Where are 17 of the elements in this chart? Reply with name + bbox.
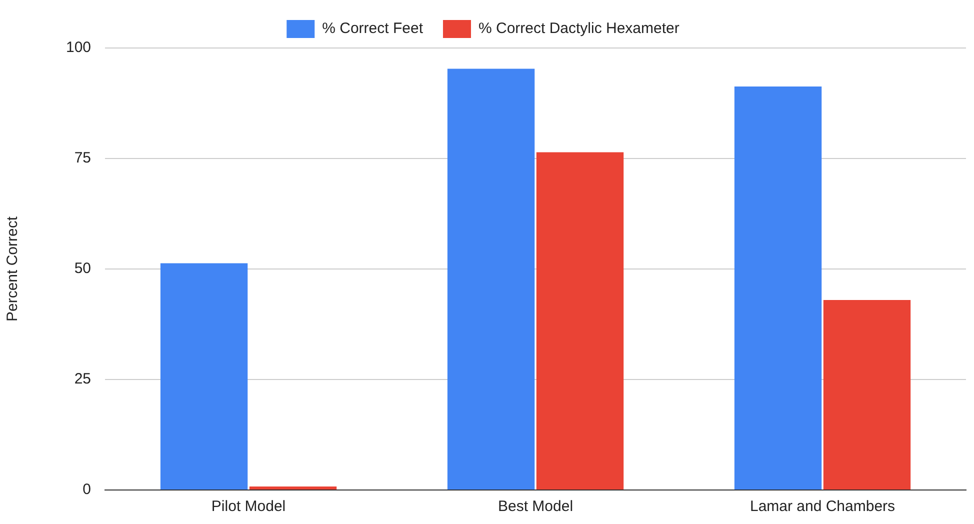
x-tick-label: Best Model [498, 498, 574, 516]
x-tick-label: Pilot Model [211, 498, 286, 516]
y-axis-title: Percent Correct [4, 216, 22, 322]
bar [160, 263, 248, 490]
x-tick-label: Lamar and Chambers [750, 498, 896, 516]
legend-label: % Correct Feet [322, 20, 424, 38]
y-tick-label: 50 [74, 260, 92, 278]
y-tick-label: 100 [66, 39, 92, 56]
bar [823, 300, 911, 490]
y-tick-label: 75 [74, 150, 92, 167]
bar [734, 86, 822, 490]
y-tick-label: 25 [74, 370, 92, 388]
y-tick-label: 0 [82, 481, 92, 498]
bar [447, 68, 535, 490]
bar [249, 486, 337, 490]
bar [536, 152, 624, 490]
legend-label: % Correct Dactylic Hexameter [478, 20, 680, 38]
